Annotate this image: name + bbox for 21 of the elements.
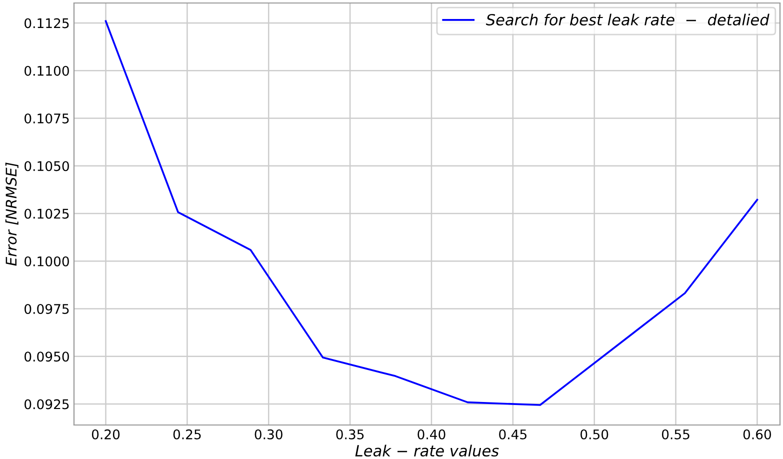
y-tick-label: 0.0950 xyxy=(24,352,69,362)
y-tick-label: 0.1050 xyxy=(24,161,69,172)
x-tick-label: 0.45 xyxy=(499,429,526,440)
legend-label: Search for best leak rate − detalied xyxy=(486,14,770,26)
y-tick-label: 0.1125 xyxy=(24,18,69,28)
x-tick-label: 0.40 xyxy=(418,429,446,440)
y-axis-title: Error [NRMSE] xyxy=(5,162,18,266)
y-tick-label: 0.1075 xyxy=(24,113,69,124)
y-tick-label: 0.1000 xyxy=(24,256,69,266)
y-tick-label: 0.1100 xyxy=(24,66,69,76)
y-tick-label: 0.0925 xyxy=(24,399,69,410)
x-tick-label: 0.50 xyxy=(580,429,608,440)
y-tick-label: 0.1025 xyxy=(24,208,69,219)
x-tick-label: 0.25 xyxy=(173,429,201,440)
x-tick-label: 0.55 xyxy=(662,429,690,440)
x-tick-label: 0.35 xyxy=(336,429,364,440)
x-axis-title: Leak − rate values xyxy=(355,444,499,457)
x-tick-label: 0.20 xyxy=(92,429,120,440)
x-tick-label: 0.60 xyxy=(743,429,772,440)
y-tick-label: 0.0975 xyxy=(24,304,69,314)
x-tick-label: 0.30 xyxy=(254,429,282,440)
